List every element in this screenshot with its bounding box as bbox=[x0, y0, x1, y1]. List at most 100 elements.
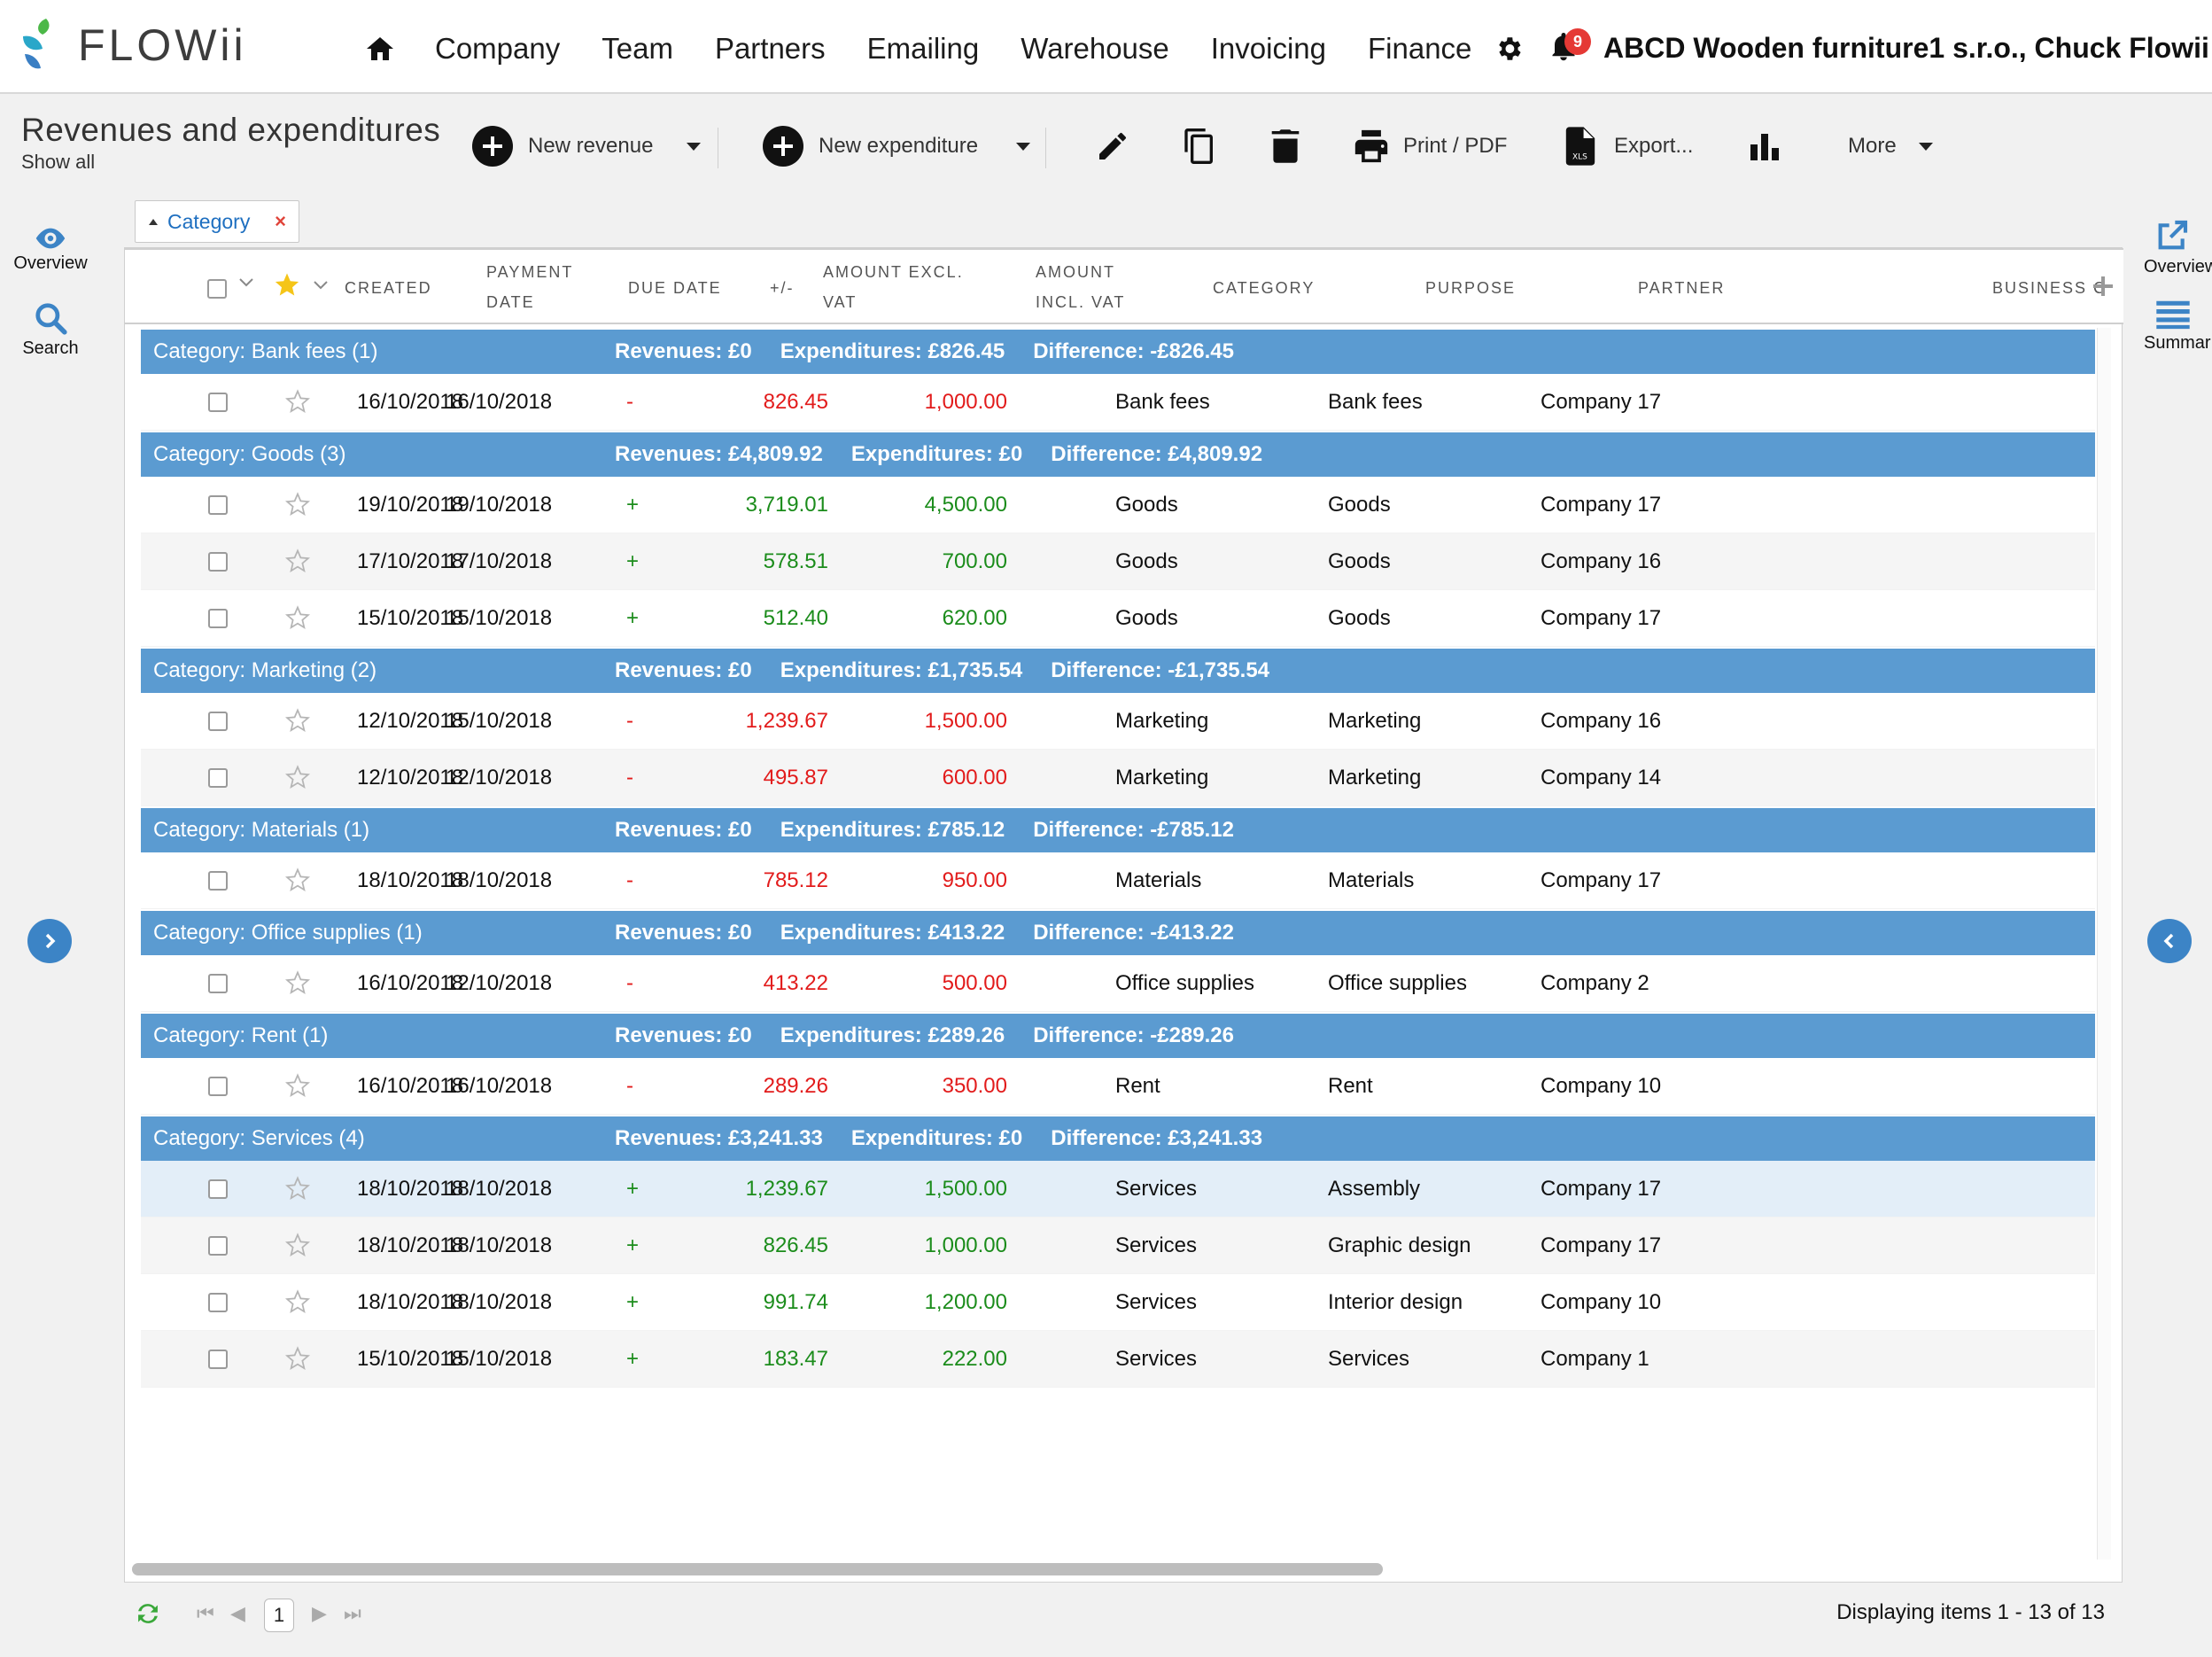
new-expenditure-dropdown[interactable] bbox=[1013, 124, 1033, 168]
next-page-icon[interactable]: ▶ bbox=[312, 1602, 327, 1624]
star-outline-icon[interactable] bbox=[284, 764, 311, 797]
group-header-row[interactable]: Category: Services (4) Revenues: £3,241.3… bbox=[141, 1116, 2095, 1161]
group-by-chip[interactable]: Category × bbox=[135, 200, 299, 243]
right-overview-tab[interactable]: Overview bbox=[2140, 218, 2212, 277]
table-row[interactable]: 16/10/2018 12/10/2018 - 413.22 500.00 Office … bbox=[141, 955, 2095, 1012]
nav-warehouse[interactable]: Warehouse bbox=[1021, 32, 1169, 65]
star-outline-icon[interactable] bbox=[284, 388, 311, 421]
group-header-row[interactable]: Category: Materials (1) Revenues: £0 Expen… bbox=[141, 808, 2095, 852]
row-checkbox[interactable] bbox=[208, 1179, 228, 1199]
col-amount-incl-line2[interactable]: INCL. VAT bbox=[1036, 293, 1126, 311]
table-row[interactable]: 18/10/2018 18/10/2018 - 785.12 950.00 Materia… bbox=[141, 852, 2095, 909]
table-row[interactable]: 12/10/2018 15/10/2018 - 1,239.67 1,500.00 Mar… bbox=[141, 693, 2095, 750]
star-outline-icon[interactable] bbox=[284, 1072, 311, 1105]
col-amount-excl-line1[interactable]: AMOUNT EXCL. bbox=[823, 263, 964, 281]
star-outline-icon[interactable] bbox=[284, 604, 311, 637]
table-row[interactable]: 16/10/2018 16/10/2018 - 826.45 1,000.00 Bank … bbox=[141, 374, 2095, 431]
group-header-row[interactable]: Category: Bank fees (1) Revenues: £0 Expen… bbox=[141, 330, 2095, 374]
star-menu-chevron-down-icon[interactable] bbox=[313, 279, 329, 296]
home-icon[interactable] bbox=[365, 35, 395, 62]
row-checkbox[interactable] bbox=[208, 495, 228, 515]
row-checkbox[interactable] bbox=[208, 609, 228, 628]
row-checkbox[interactable] bbox=[208, 712, 228, 731]
new-expenditure-button[interactable]: New expenditure bbox=[762, 124, 978, 168]
first-page-icon[interactable]: ⏮ bbox=[197, 1602, 214, 1624]
nav-invoicing[interactable]: Invoicing bbox=[1210, 32, 1326, 65]
row-checkbox[interactable] bbox=[208, 1293, 228, 1312]
star-outline-icon[interactable] bbox=[284, 969, 311, 1002]
col-payment-date-line1[interactable]: PAYMENT bbox=[486, 263, 574, 281]
star-filter-icon[interactable] bbox=[274, 271, 300, 302]
nav-finance[interactable]: Finance bbox=[1368, 32, 1472, 65]
nav-team[interactable]: Team bbox=[602, 32, 673, 65]
row-checkbox[interactable] bbox=[208, 871, 228, 891]
star-outline-icon[interactable] bbox=[284, 1175, 311, 1208]
last-page-icon[interactable]: ⏭ bbox=[344, 1602, 361, 1624]
horizontal-scrollbar[interactable] bbox=[132, 1563, 1383, 1575]
left-search-tab[interactable]: Search bbox=[12, 301, 89, 359]
col-plusminus[interactable]: +/- bbox=[770, 279, 795, 297]
prev-page-icon[interactable]: ◀ bbox=[230, 1602, 245, 1624]
refresh-icon[interactable] bbox=[133, 1600, 163, 1631]
delete-button[interactable] bbox=[1270, 124, 1300, 168]
col-payment-date-line2[interactable]: DATE bbox=[486, 293, 535, 311]
select-menu-chevron-down-icon[interactable] bbox=[238, 276, 254, 293]
row-checkbox[interactable] bbox=[208, 1350, 228, 1369]
row-checkbox[interactable] bbox=[208, 1077, 228, 1096]
gear-icon[interactable] bbox=[1494, 34, 1524, 68]
table-row[interactable]: 16/10/2018 16/10/2018 - 289.26 350.00 Rent Ren… bbox=[141, 1058, 2095, 1115]
table-row[interactable]: 18/10/2018 18/10/2018 +826.45 1,000.00 Servi… bbox=[141, 1217, 2095, 1274]
export-button[interactable]: XLS Export... bbox=[1564, 124, 1693, 168]
row-checkbox[interactable] bbox=[208, 768, 228, 788]
star-outline-icon[interactable] bbox=[284, 1345, 311, 1378]
edit-button[interactable] bbox=[1095, 124, 1130, 168]
col-amount-incl-line1[interactable]: AMOUNT bbox=[1036, 263, 1115, 281]
table-row[interactable]: 12/10/2018 12/10/2018 - 495.87 600.00 Marketi… bbox=[141, 750, 2095, 806]
group-header-row[interactable]: Category: Marketing (2) Revenues: £0 Expen… bbox=[141, 649, 2095, 693]
vertical-scrollbar[interactable] bbox=[2097, 328, 2111, 1560]
expand-right-panel-button[interactable] bbox=[2147, 919, 2192, 963]
more-button[interactable]: More bbox=[1848, 124, 1936, 168]
star-outline-icon[interactable] bbox=[284, 548, 311, 580]
select-all-checkbox[interactable] bbox=[207, 279, 227, 299]
current-page[interactable]: 1 bbox=[264, 1599, 294, 1632]
new-revenue-button[interactable]: New revenue bbox=[471, 124, 653, 168]
row-checkbox[interactable] bbox=[208, 552, 228, 572]
col-category[interactable]: CATEGORY bbox=[1213, 279, 1316, 297]
group-header-row[interactable]: Category: Rent (1) Revenues: £0 Expenditur… bbox=[141, 1014, 2095, 1058]
star-outline-icon[interactable] bbox=[284, 1232, 311, 1264]
group-header-row[interactable]: Category: Office supplies (1) Revenues: £… bbox=[141, 911, 2095, 955]
table-row[interactable]: 18/10/2018 18/10/2018 +991.74 1,200.00 Servi… bbox=[141, 1274, 2095, 1331]
col-created[interactable]: CREATED bbox=[345, 279, 432, 297]
nav-emailing[interactable]: Emailing bbox=[866, 32, 980, 65]
table-row[interactable]: 19/10/2018 19/10/2018 +3,719.01 4,500.00 Goo… bbox=[141, 477, 2095, 533]
table-row[interactable]: 17/10/2018 17/10/2018 +578.51 700.00 Goods Go… bbox=[141, 533, 2095, 590]
star-outline-icon[interactable] bbox=[284, 707, 311, 740]
view-filter-label[interactable]: Show all bbox=[21, 151, 96, 173]
row-checkbox[interactable] bbox=[208, 974, 228, 993]
table-row[interactable]: 15/10/2018 15/10/2018 +512.40 620.00 Goods Go… bbox=[141, 590, 2095, 647]
nav-partners[interactable]: Partners bbox=[714, 32, 826, 65]
col-amount-excl-line2[interactable]: VAT bbox=[823, 293, 858, 311]
star-outline-icon[interactable] bbox=[284, 867, 311, 899]
star-outline-icon[interactable] bbox=[284, 1288, 311, 1321]
print-pdf-button[interactable]: Print / PDF bbox=[1352, 124, 1507, 168]
row-checkbox[interactable] bbox=[208, 1236, 228, 1256]
add-column-plus-icon[interactable] bbox=[2092, 275, 2115, 302]
table-row[interactable]: 15/10/2018 15/10/2018 +183.47 222.00 Service… bbox=[141, 1331, 2095, 1388]
nav-company[interactable]: Company bbox=[435, 32, 561, 65]
table-row[interactable]: 18/10/2018 18/10/2018 +1,239.67 1,500.00 Ser… bbox=[141, 1161, 2095, 1217]
expand-left-panel-button[interactable] bbox=[27, 919, 72, 963]
account-name[interactable]: ABCD Wooden furniture1 s.r.o., Chuck Flo… bbox=[1603, 32, 2209, 64]
close-icon[interactable]: × bbox=[275, 210, 286, 232]
chart-button[interactable] bbox=[1749, 124, 1781, 168]
col-partner[interactable]: PARTNER bbox=[1638, 279, 1726, 297]
logo[interactable]: FLOWii bbox=[19, 16, 247, 74]
star-outline-icon[interactable] bbox=[284, 491, 311, 524]
col-purpose[interactable]: PURPOSE bbox=[1425, 279, 1517, 297]
group-header-row[interactable]: Category: Goods (3) Revenues: £4,809.92 Ex… bbox=[141, 432, 2095, 477]
right-summary-tab[interactable]: Summar bbox=[2140, 300, 2211, 354]
row-checkbox[interactable] bbox=[208, 393, 228, 412]
col-due-date[interactable]: DUE DATE bbox=[628, 279, 722, 297]
col-business-case[interactable]: BUSINESS C bbox=[1992, 279, 2107, 297]
